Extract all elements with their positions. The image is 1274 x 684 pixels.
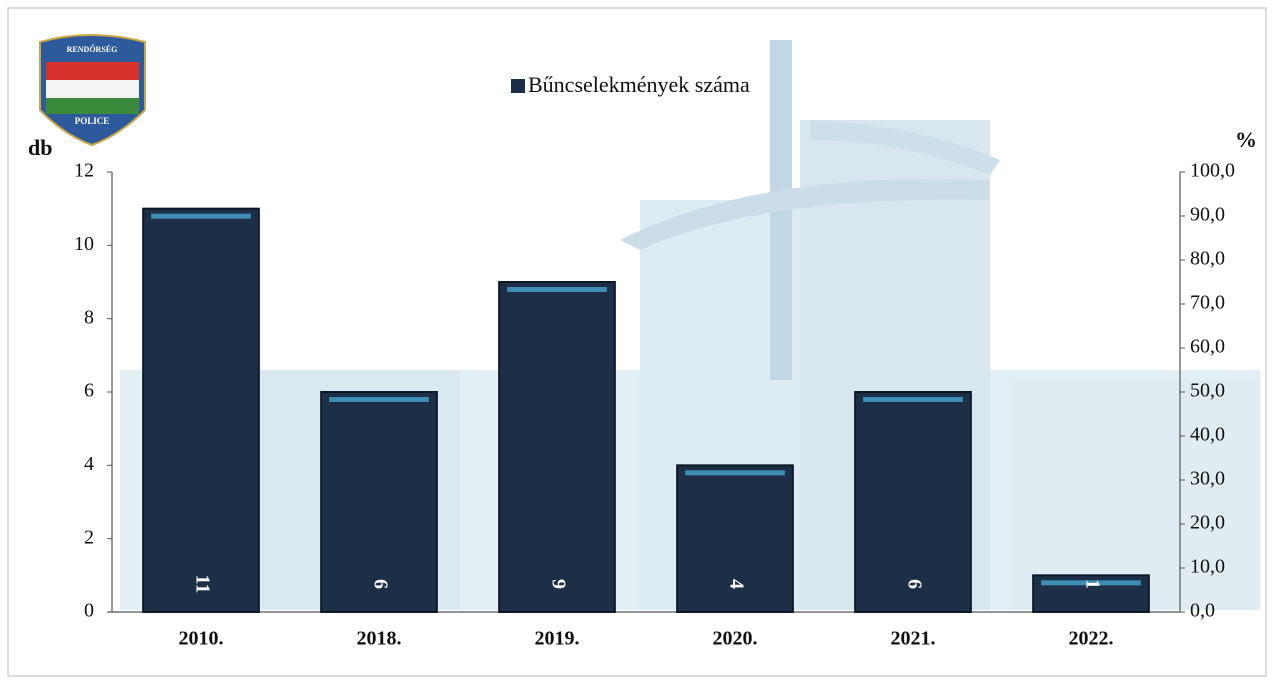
bar [320, 391, 438, 613]
bar [854, 391, 972, 613]
y-tick-label: 0 [84, 600, 94, 622]
y2-tick-label: 50,0 [1190, 380, 1225, 402]
y-tick-label: 6 [84, 380, 94, 402]
y-tick-label: 2 [84, 526, 94, 548]
legend-swatch [511, 79, 525, 93]
data-label: 11 [191, 575, 213, 594]
bar-highlight [1041, 580, 1141, 586]
bar [142, 207, 260, 614]
police-logo: RENDŐRSÉG POLICE [39, 34, 146, 147]
y2-tick-label: 80,0 [1190, 248, 1225, 270]
bar-highlight [329, 397, 429, 402]
y2-tick-label: 60,0 [1190, 336, 1225, 358]
y2-tick-label: 100,0 [1190, 160, 1235, 182]
legend-label: Bűncselekmények száma [528, 72, 750, 97]
data-label: 6 [369, 579, 391, 589]
y-tick-label: 4 [84, 453, 94, 475]
y2-tick-label: 20,0 [1190, 512, 1225, 534]
y2-axis-label: % [1235, 127, 1257, 152]
y2-tick-label: 90,0 [1190, 204, 1225, 226]
y2-tick-label: 70,0 [1190, 292, 1225, 314]
bar [498, 281, 616, 613]
y2-tick-label: 10,0 [1190, 556, 1225, 578]
bar-highlight [151, 213, 251, 219]
x-tick-label: 2020. [713, 628, 758, 650]
bar [676, 464, 794, 614]
x-tick-label: 2022. [1069, 628, 1114, 650]
y-axis-label: db [28, 135, 52, 160]
x-tick-label: 2019. [535, 628, 580, 650]
logo-bottom-text: POLICE [75, 116, 110, 126]
x-tick-label: 2010. [179, 628, 224, 650]
y-tick-label: 8 [84, 306, 94, 328]
bar-highlight [863, 397, 963, 402]
data-label: 9 [547, 579, 569, 589]
y-tick-label: 10 [74, 233, 94, 255]
x-tick-label: 2018. [357, 628, 402, 650]
data-label: 6 [903, 579, 925, 589]
bar-highlight [685, 470, 785, 476]
y-tick-label: 12 [74, 160, 94, 182]
logo-top-text: RENDŐRSÉG [67, 44, 118, 54]
bar-highlight [507, 287, 607, 292]
y2-tick-label: 0,0 [1190, 600, 1215, 622]
y2-tick-label: 30,0 [1190, 468, 1225, 490]
data-label: 4 [725, 579, 747, 589]
data-label: 1 [1081, 579, 1103, 589]
x-tick-label: 2021. [891, 628, 936, 650]
y2-tick-label: 40,0 [1190, 424, 1225, 446]
